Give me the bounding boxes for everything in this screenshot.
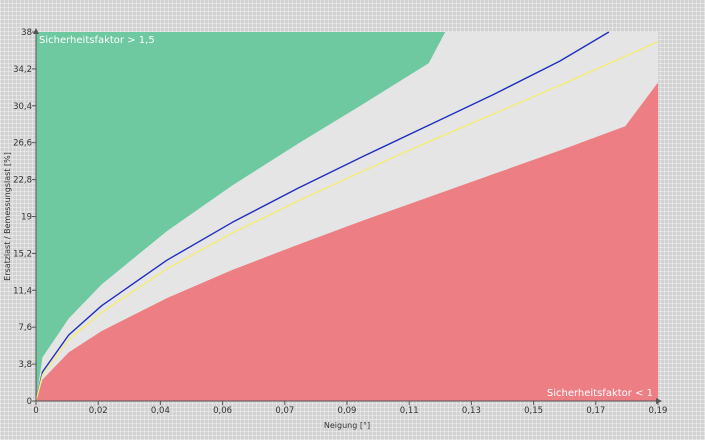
y-tick-label: 15,2: [13, 249, 32, 259]
y-tick-label: 3,8: [18, 360, 32, 370]
y-tick-label: 19: [21, 213, 32, 223]
y-axis-title: Ersatzlast / Bemessungslast [%]: [3, 152, 12, 281]
x-tick-label: 0,04: [151, 406, 170, 416]
y-tick-label: 34,2: [13, 65, 32, 75]
y-tick-label: 7,6: [18, 323, 32, 333]
zone-label-lower: Sicherheitsfaktor < 1: [547, 388, 653, 399]
zone-safety-gt-1-5: [36, 32, 446, 401]
x-tick-label: 0,02: [89, 406, 108, 416]
x-tick-label: 0,19: [649, 406, 668, 416]
x-axis-arrow: [656, 398, 662, 404]
y-tick-label: 22,8: [13, 176, 32, 186]
x-tick-label: 0,09: [338, 406, 357, 416]
x-tick-label: 0: [33, 406, 38, 416]
y-tick-label: 0: [27, 397, 32, 407]
x-tick-label: 0,07: [275, 406, 294, 416]
series-line-2: [35, 41, 659, 402]
x-tick-label: 0,06: [213, 406, 232, 416]
x-tick-label: 0,13: [462, 406, 481, 416]
x-tick-label: 0,17: [586, 406, 605, 416]
zone-label-upper: Sicherheitsfaktor > 1,5: [39, 35, 155, 46]
y-tick-label: 38: [21, 28, 32, 38]
x-axis-title: Neigung [°]: [324, 421, 370, 430]
y-tick-label: 26,6: [13, 139, 32, 149]
x-tick-label: 0,11: [400, 406, 419, 416]
zone-safety-lt-1: [36, 82, 658, 401]
y-tick-label: 11,4: [13, 286, 32, 296]
series-line-1: [35, 31, 610, 402]
x-tick-label: 0,15: [524, 406, 543, 416]
y-tick-label: 30,4: [13, 102, 32, 112]
y-axis-arrow: [33, 28, 39, 34]
